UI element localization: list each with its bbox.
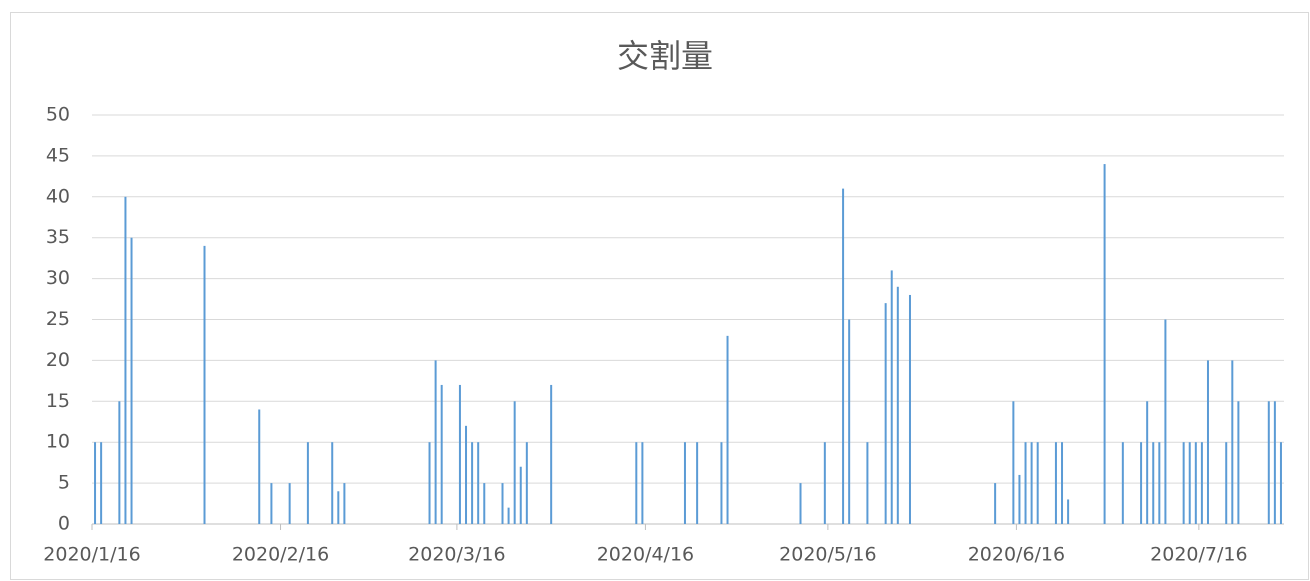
x-tick-label: 2020/5/16 [779, 544, 876, 566]
bar [908, 294, 911, 524]
bar [1018, 474, 1021, 524]
bar [1182, 442, 1185, 524]
bar [799, 483, 802, 524]
bar [696, 442, 699, 524]
bar [306, 442, 309, 524]
y-tick-label: 40 [46, 185, 70, 207]
bar [124, 196, 127, 525]
bar [1152, 442, 1155, 524]
bar [440, 384, 443, 524]
x-tick-label: 2020/1/16 [43, 544, 140, 566]
bar [465, 425, 468, 524]
bar [823, 442, 826, 524]
bar [331, 442, 334, 524]
bar [1200, 442, 1203, 524]
bar [994, 483, 997, 524]
bar [525, 442, 528, 524]
bar [641, 442, 644, 524]
y-tick-label: 35 [46, 226, 70, 248]
bar [471, 442, 474, 524]
y-tick-label: 0 [58, 513, 70, 535]
bar [683, 442, 686, 524]
x-tick-label: 2020/6/16 [968, 544, 1065, 566]
x-tick-label: 2020/7/16 [1150, 544, 1247, 566]
bar [130, 237, 133, 524]
y-tick-label: 50 [46, 104, 70, 126]
bar [1206, 360, 1209, 524]
bar [477, 442, 480, 524]
bar [726, 335, 729, 524]
bar [1121, 442, 1124, 524]
y-tick-label: 45 [46, 144, 70, 166]
bar [100, 442, 103, 524]
bar [896, 286, 899, 524]
bar [1067, 499, 1070, 524]
bar [1273, 401, 1276, 524]
bar [635, 442, 638, 524]
bar [1036, 442, 1039, 524]
bar [1030, 442, 1033, 524]
bar [458, 384, 461, 524]
bar [513, 401, 516, 524]
bar [1024, 442, 1027, 524]
x-tick-label: 2020/2/16 [232, 544, 329, 566]
y-tick-label: 10 [46, 431, 70, 453]
bar [720, 442, 723, 524]
bar [507, 507, 510, 524]
bar [501, 483, 504, 524]
y-tick-label: 30 [46, 267, 70, 289]
bar [1279, 442, 1282, 524]
x-tick-label: 2020/3/16 [408, 544, 505, 566]
bar [258, 409, 261, 524]
bar [1231, 360, 1234, 524]
bar [1146, 401, 1149, 524]
y-tick-label: 15 [46, 390, 70, 412]
bar [270, 483, 273, 524]
chart-frame [10, 12, 1309, 580]
y-tick-label: 25 [46, 308, 70, 330]
bar [428, 442, 431, 524]
bar [1140, 442, 1143, 524]
bar [842, 188, 845, 524]
x-tick-label: 2020/4/16 [597, 544, 694, 566]
bar [1188, 442, 1191, 524]
bar [203, 245, 206, 524]
bar [1194, 442, 1197, 524]
bar [1267, 401, 1270, 524]
bar [94, 442, 97, 524]
bar [1237, 401, 1240, 524]
y-tick-label: 20 [46, 349, 70, 371]
chart-title: 交割量 [617, 37, 713, 75]
bar [1158, 442, 1161, 524]
bar [866, 442, 869, 524]
bar [118, 401, 121, 524]
bar [288, 483, 291, 524]
bar [1103, 164, 1106, 524]
bar [434, 360, 437, 524]
bar [1061, 442, 1064, 524]
bar [519, 466, 522, 524]
y-tick-label: 5 [58, 472, 70, 494]
bar [1225, 442, 1228, 524]
bar [890, 270, 893, 524]
bar [337, 491, 340, 524]
bar [343, 483, 346, 524]
bar [884, 303, 887, 524]
bar [1012, 401, 1015, 524]
bar [1054, 442, 1057, 524]
bar [483, 483, 486, 524]
bar [1164, 319, 1167, 524]
bar [550, 384, 553, 524]
bar [848, 319, 851, 524]
